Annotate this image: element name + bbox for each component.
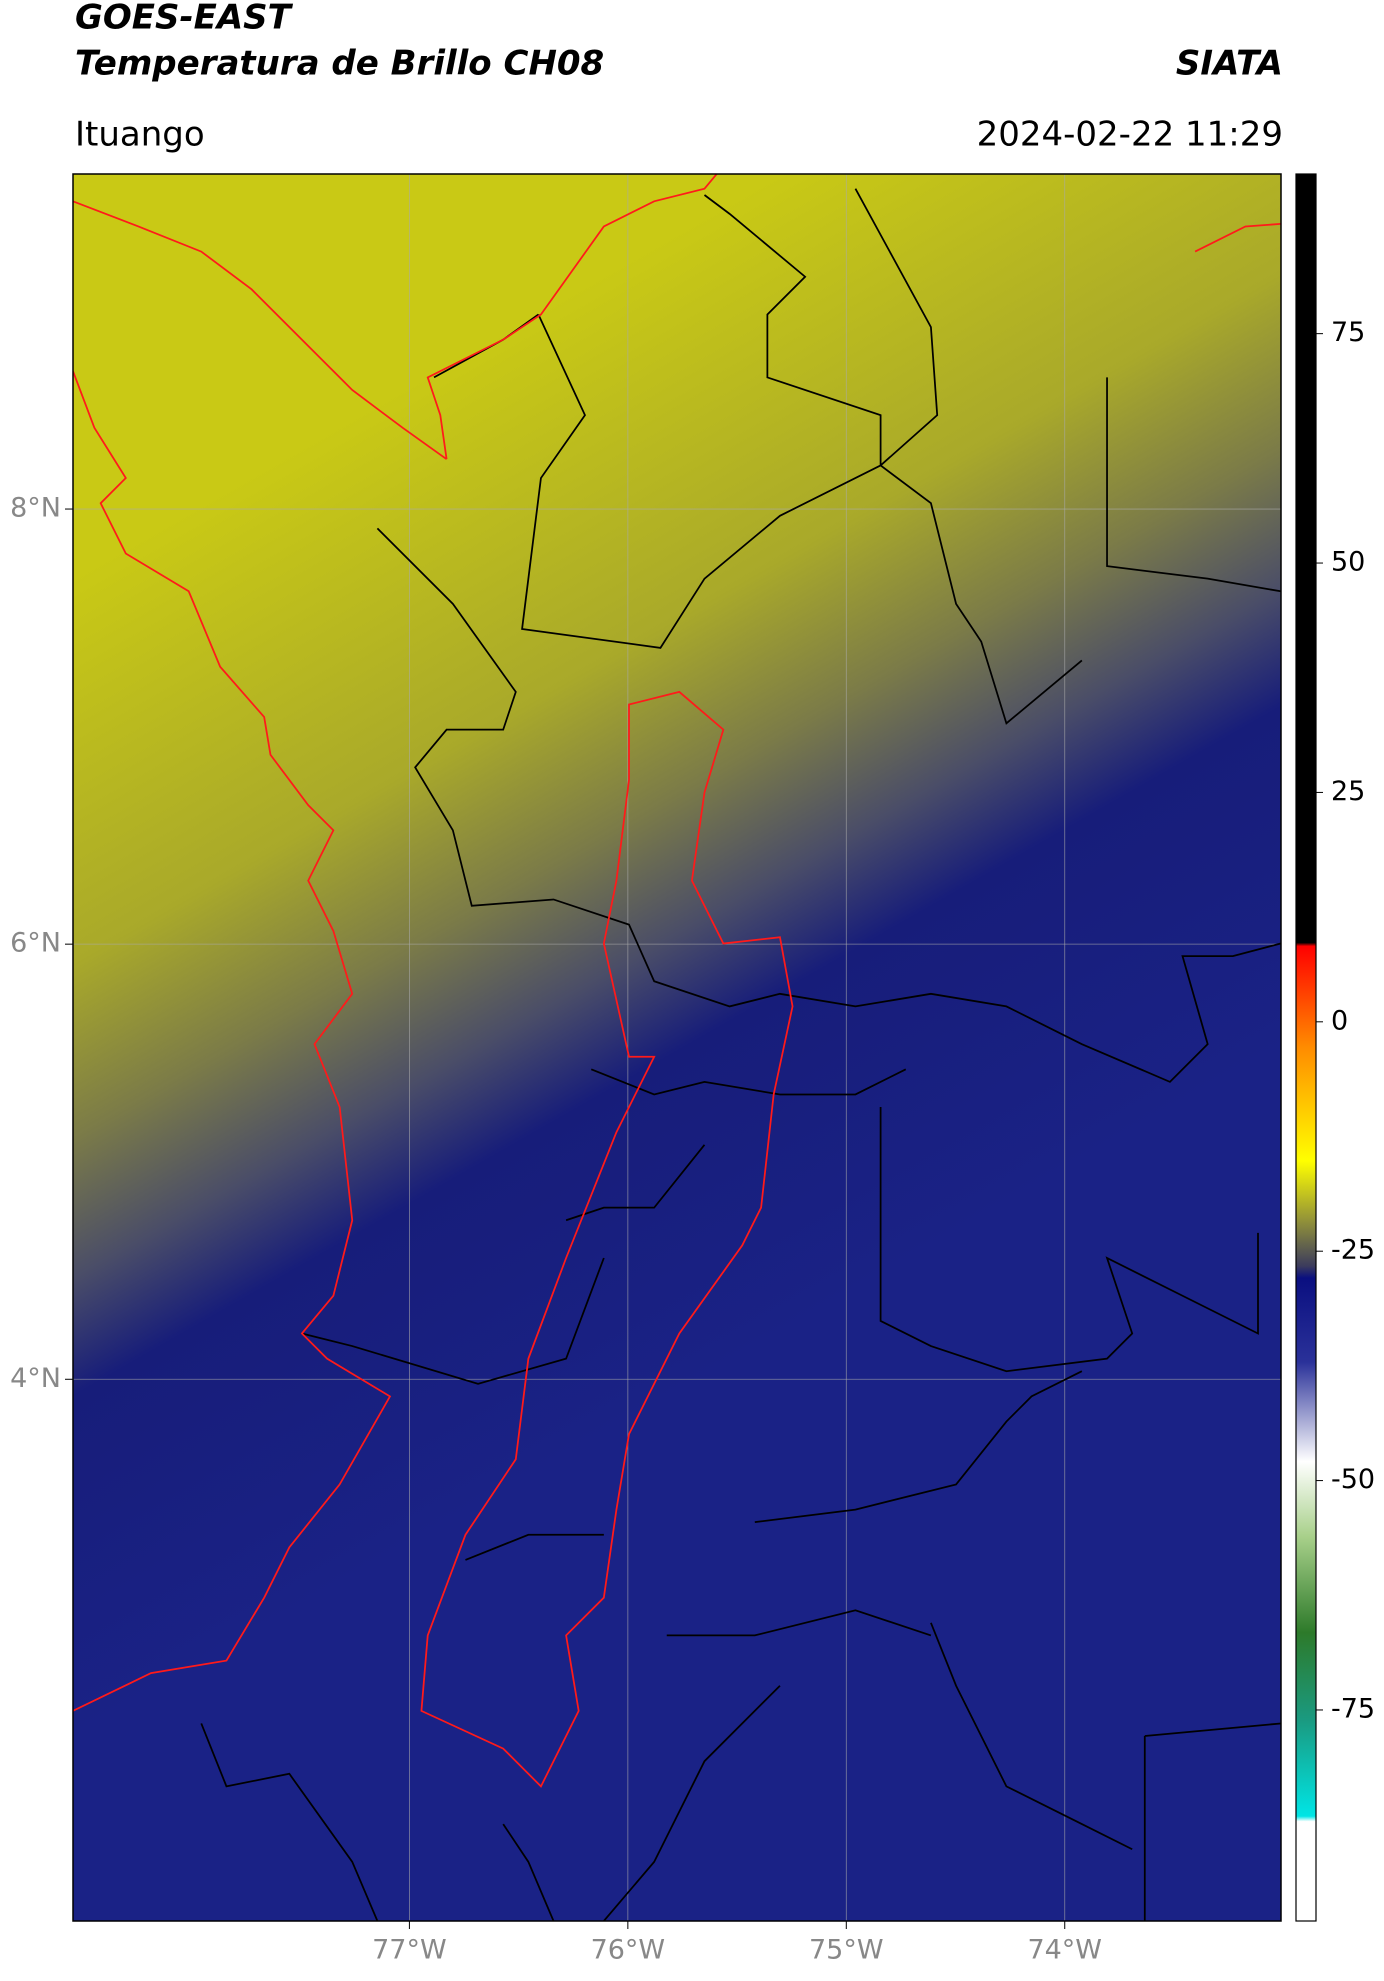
- y-tick-label: 8°N: [10, 493, 61, 524]
- x-tick-label: 75°W: [809, 1935, 884, 1966]
- x-tick-label: 76°W: [591, 1935, 666, 1966]
- y-tick-label: 6°N: [10, 928, 61, 959]
- colorbar: [1295, 173, 1317, 1922]
- colorbar-tick-label: 75: [1331, 317, 1365, 348]
- colorbar-tick-label: -50: [1331, 1464, 1375, 1495]
- ticks: 77°W 76°W 75°W 74°W 8°N 6°N 4°N 75 50 25 0 -25 -50 -7…: [10, 317, 1375, 1965]
- brightness-field: [73, 174, 1281, 1921]
- boundaries: [73, 174, 1281, 1921]
- datetime: 2024-02-22 11:29: [977, 115, 1283, 155]
- source: SIATA: [1176, 44, 1283, 84]
- colorbar-tick-label: -75: [1331, 1693, 1375, 1724]
- x-tick-label: 77°W: [372, 1935, 447, 1966]
- colorbar-tick-label: -25: [1331, 1235, 1375, 1266]
- y-tick-label: 4°N: [10, 1363, 61, 1394]
- colorbar-tick-label: 50: [1331, 547, 1365, 578]
- title: GOES-EAST: [75, 0, 294, 38]
- colorbar-tick-label: 25: [1331, 776, 1365, 807]
- x-tick-label: 74°W: [1027, 1935, 1102, 1966]
- location: Ituango: [75, 115, 205, 155]
- colorbar-tick-label: 0: [1331, 1005, 1348, 1036]
- map-frame: [72, 173, 1282, 1922]
- grid: [73, 174, 1281, 1921]
- map-area: [73, 174, 1281, 1921]
- subtitle: Temperatura de Brillo CH08: [75, 44, 604, 84]
